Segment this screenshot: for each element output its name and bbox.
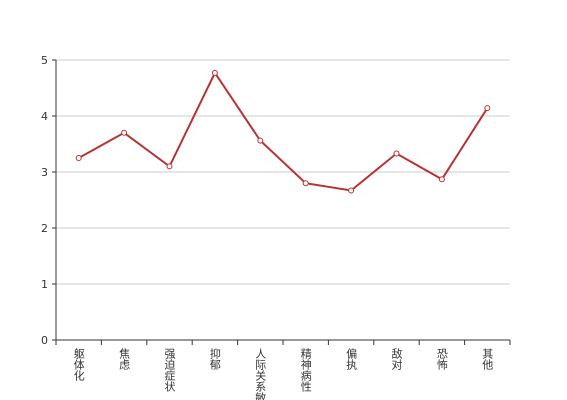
point — [348, 187, 355, 194]
point — [121, 129, 128, 136]
point — [257, 137, 264, 144]
y-tick-label: 0 — [41, 334, 48, 347]
x-tick-label: 恐怖 — [435, 348, 448, 370]
x-tick-label: 躯体化 — [72, 348, 85, 382]
x-tick-label: 焦虑 — [118, 348, 131, 370]
y-tick-label: 5 — [41, 54, 48, 67]
line — [78, 70, 489, 192]
point — [484, 105, 491, 112]
y-tick-label: 1 — [41, 278, 48, 291]
point — [438, 176, 445, 183]
point — [211, 69, 218, 76]
y-tick-label: 3 — [41, 166, 48, 179]
x-tick-label: 抑郁 — [208, 347, 221, 370]
x-tick-label: 强迫症状 — [163, 348, 176, 392]
point — [166, 163, 173, 170]
x-tick-label: 敌对 — [390, 347, 403, 370]
point — [75, 155, 82, 161]
x-tick-label: 人际关系敏感 — [254, 348, 267, 400]
y-tick-label: 4 — [41, 110, 48, 123]
x-tick-label: 偏执 — [345, 347, 358, 371]
y-tick-label: 2 — [41, 222, 48, 235]
x-tick-label: 其他 — [481, 348, 494, 370]
point — [393, 150, 400, 157]
point — [302, 180, 309, 187]
x-tick-label: 精神病性 — [299, 348, 312, 393]
